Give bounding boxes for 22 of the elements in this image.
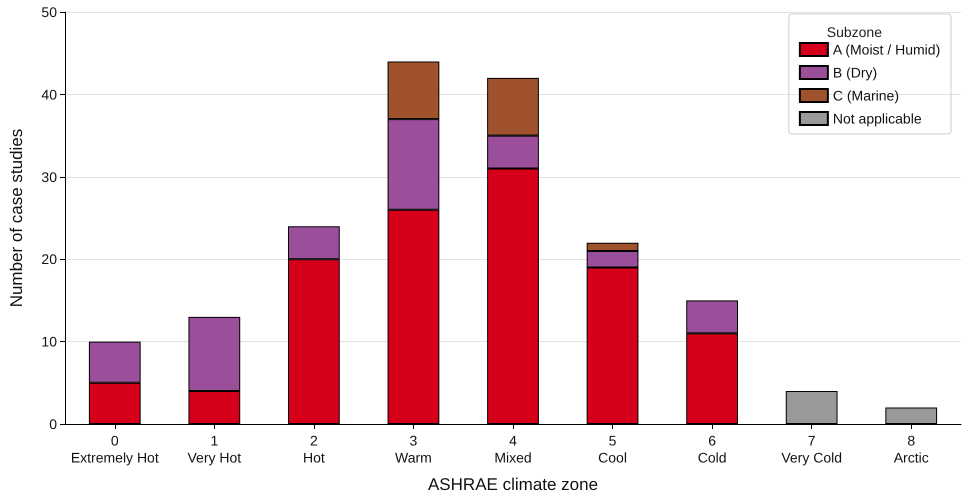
y-tick-label: 0 bbox=[49, 416, 58, 432]
y-tick-label: 10 bbox=[41, 334, 58, 350]
x-tick-label: 3 Warm bbox=[395, 432, 432, 466]
x-tick-label: 7 Very Cold bbox=[781, 432, 842, 466]
y-tick-label: 20 bbox=[41, 251, 58, 268]
legend-title: Subzone bbox=[826, 24, 882, 40]
x-tick-label: 0 Extremely Hot bbox=[70, 432, 159, 466]
x-tick-label: 5 Cool bbox=[598, 432, 627, 466]
x-axis-title: ASHRAE climate zone bbox=[428, 475, 598, 494]
x-tick-label: 2 Hot bbox=[302, 432, 325, 466]
x-tick-label: 8 Arctic bbox=[894, 432, 929, 466]
legend-label: A (Moist / Humid) bbox=[832, 42, 940, 58]
y-axis-title: Number of case studies bbox=[7, 128, 26, 308]
legend-label: C (Marine) bbox=[832, 88, 899, 104]
y-tick-label: 40 bbox=[41, 86, 58, 102]
x-tick-label: 1 Very Hot bbox=[187, 432, 242, 466]
y-tick-label: 50 bbox=[41, 4, 58, 20]
y-tick-label: 30 bbox=[41, 168, 58, 185]
x-tick-label: 4 Mixed bbox=[494, 432, 532, 466]
x-tick-label: 6 Cold bbox=[698, 432, 727, 466]
legend-label: Not applicable bbox=[832, 110, 922, 126]
legend-label: B (Dry) bbox=[832, 64, 878, 80]
